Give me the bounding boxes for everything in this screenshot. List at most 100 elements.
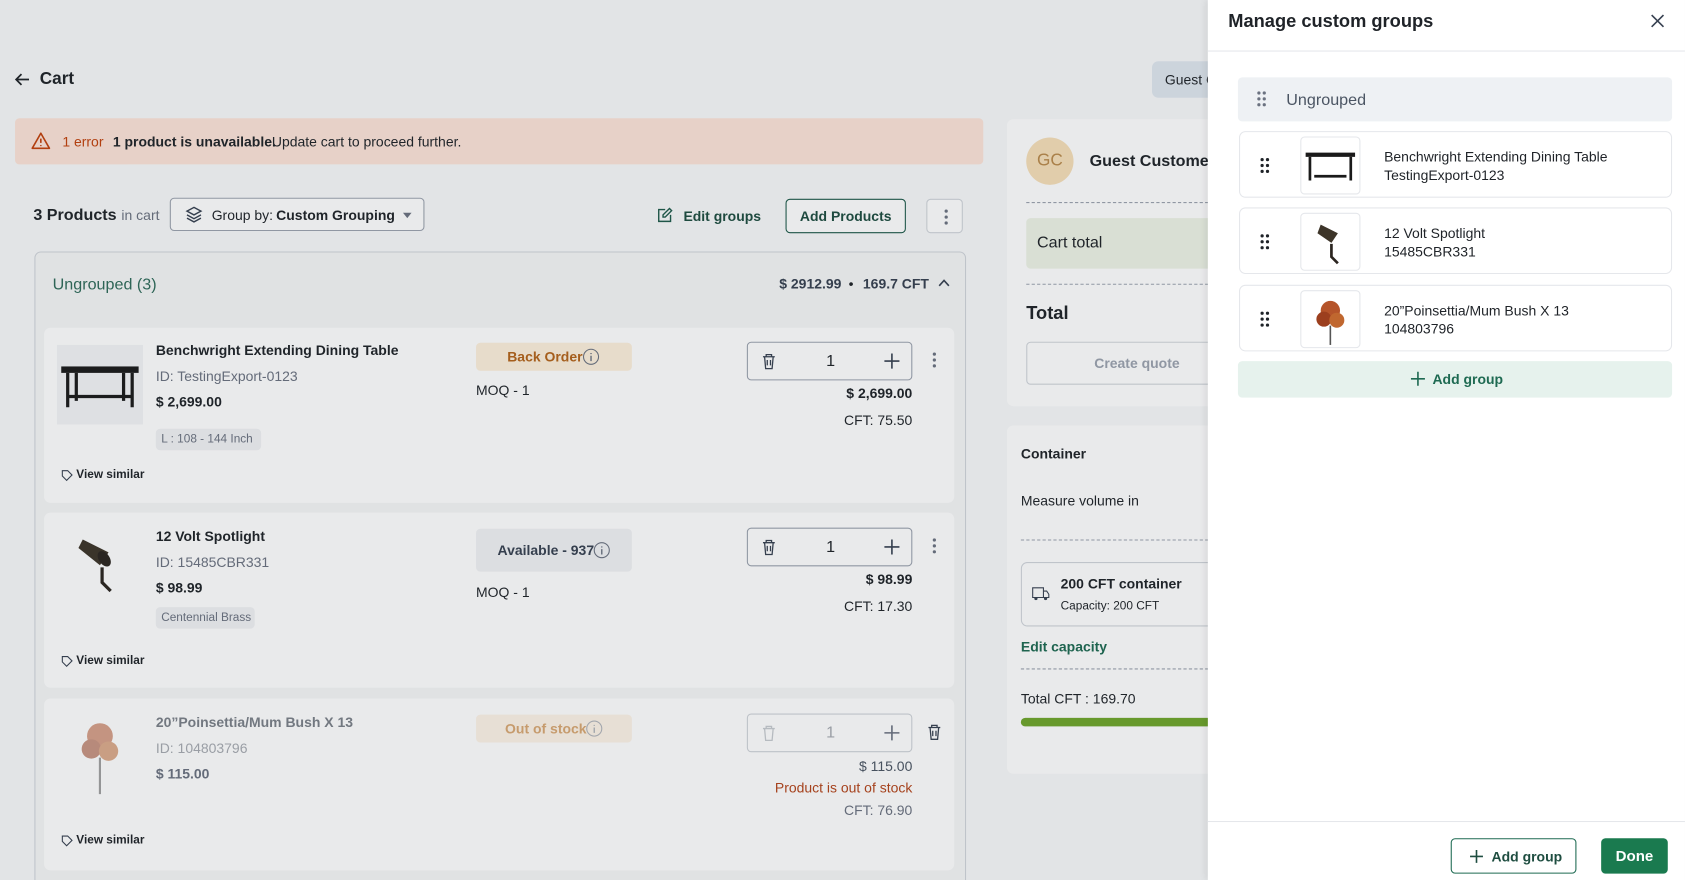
drag-handle[interactable] — [1260, 157, 1270, 174]
back-label[interactable]: Cart — [39, 69, 75, 89]
line-total: $ 98.99 — [865, 571, 913, 588]
view-similar[interactable]: View similar — [76, 833, 145, 847]
product-id: ID: TestingExport-0123 — [155, 368, 298, 385]
collapse-chevron[interactable] — [938, 279, 950, 287]
product-id: ID: 104803796 — [155, 739, 248, 756]
quantity-stepper[interactable]: 1 — [746, 341, 913, 381]
status-chip: Out of stock — [476, 714, 632, 743]
view-similar[interactable]: View similar — [76, 654, 145, 668]
group-row[interactable] — [1237, 77, 1673, 122]
group-item[interactable]: Benchwright Extending Dining Table Testi… — [1239, 131, 1673, 198]
item-code: TestingExport-0123 — [1384, 167, 1505, 184]
divider — [1026, 283, 1285, 285]
progress-track — [1020, 717, 1279, 727]
status-text: Back Order — [507, 348, 583, 365]
drag-handle[interactable] — [1260, 311, 1270, 327]
drag-handle[interactable] — [1257, 91, 1266, 107]
edit-groups[interactable]: Edit groups — [683, 207, 762, 225]
quantity: 1 — [826, 537, 836, 557]
done-label: Done — [1615, 846, 1654, 864]
item-code: 15485CBR331 — [1384, 243, 1476, 260]
status-text: Out of stock — [505, 720, 587, 737]
line-cft: CFT: 75.50 — [843, 412, 913, 429]
spotlight-icon — [78, 539, 112, 593]
modal-backdrop[interactable] — [0, 0, 1208, 880]
status-chip: Back Order — [476, 342, 632, 371]
container-title: Container — [1020, 445, 1087, 462]
avatar-initials: GC — [1036, 151, 1063, 170]
progress-fill — [1020, 717, 1241, 727]
product-name[interactable]: Benchwright Extending Dining Table — [155, 342, 399, 359]
plus-icon[interactable] — [884, 725, 900, 741]
truck-icon — [1032, 587, 1050, 601]
group-item[interactable]: 20”Poinsettia/Mum Bush X 13 104803796 — [1239, 284, 1673, 352]
add-products-button[interactable]: Add Products — [785, 198, 906, 234]
group-total: $ 2912.99 — [779, 275, 842, 292]
divider — [1020, 539, 1279, 541]
info-icon[interactable] — [582, 348, 600, 365]
total-cft: Total CFT : 169.70 — [1020, 690, 1136, 707]
remove-icon[interactable] — [927, 724, 941, 740]
add-group-label: Add group — [1432, 371, 1504, 388]
group-name[interactable]: Ungrouped (3) — [52, 275, 157, 294]
edit-icon[interactable] — [657, 207, 673, 223]
item-code: 104803796 — [1384, 320, 1455, 337]
quantity-stepper: 1 — [746, 713, 913, 753]
add-group-row[interactable]: Add group — [1237, 361, 1673, 398]
close-icon[interactable] — [1651, 14, 1665, 28]
item-image — [1316, 300, 1345, 345]
line-cft: CFT: 76.90 — [843, 802, 913, 819]
kebab-icon[interactable] — [932, 352, 936, 368]
product-image — [57, 715, 143, 801]
kebab-icon[interactable] — [932, 538, 936, 554]
attribute-chip: Centennial Brass — [155, 607, 255, 629]
quantity: 1 — [826, 351, 836, 371]
item-name: Benchwright Extending Dining Table — [1384, 148, 1608, 165]
group-by-label: Group by: — [211, 206, 274, 223]
moq: MOQ - 1 — [476, 382, 530, 399]
product-count-suffix: in cart — [121, 206, 160, 223]
plus-icon[interactable] — [884, 353, 900, 369]
trash-icon[interactable] — [762, 539, 776, 556]
product-count: 3 Products — [33, 205, 117, 225]
info-icon[interactable] — [593, 542, 610, 559]
done-button[interactable]: Done — [1601, 838, 1668, 874]
divider — [1207, 820, 1685, 823]
info-icon[interactable] — [586, 720, 603, 737]
view-similar[interactable]: View similar — [76, 468, 145, 482]
product-name[interactable]: 12 Volt Spotlight — [155, 528, 265, 545]
quantity: 1 — [826, 723, 836, 743]
group-cft: 169.7 CFT — [862, 275, 929, 292]
item-thumbnail — [1300, 290, 1361, 349]
back-arrow[interactable] — [14, 72, 30, 87]
product-name[interactable]: 20”Poinsettia/Mum Bush X 13 — [155, 714, 354, 731]
error-banner — [15, 118, 984, 165]
status-text: Available - 937 — [497, 542, 595, 559]
drag-handle[interactable] — [1260, 234, 1270, 250]
item-thumbnail — [1300, 136, 1361, 195]
measure-label: Measure volume in — [1020, 492, 1139, 509]
plus-icon[interactable] — [884, 539, 900, 555]
drawer-title: Manage custom groups — [1228, 10, 1434, 32]
group-item[interactable]: 12 Volt Spotlight 15485CBR331 — [1239, 207, 1673, 275]
quantity-stepper[interactable]: 1 — [746, 527, 913, 567]
edit-capacity[interactable]: Edit capacity — [1020, 638, 1108, 655]
attribute-chip: L : 108 - 144 Inch — [155, 428, 262, 451]
tag-icon — [61, 656, 73, 668]
add-group-button-label: Add group — [1491, 848, 1563, 865]
plus-icon — [1470, 850, 1483, 863]
error-count: 1 error — [62, 133, 104, 150]
kebab-icon — [944, 209, 948, 225]
more-button[interactable] — [926, 198, 963, 234]
create-quote-label: Create quote — [1094, 355, 1180, 372]
total-label: Total — [1026, 303, 1069, 324]
group-by-select[interactable] — [169, 197, 425, 232]
product-price: $ 2,699.00 — [155, 393, 222, 410]
trash-icon[interactable] — [762, 353, 776, 370]
add-group-button[interactable]: Add group — [1450, 838, 1577, 874]
item-thumbnail — [1300, 212, 1361, 271]
line-total: $ 2,699.00 — [846, 385, 913, 402]
